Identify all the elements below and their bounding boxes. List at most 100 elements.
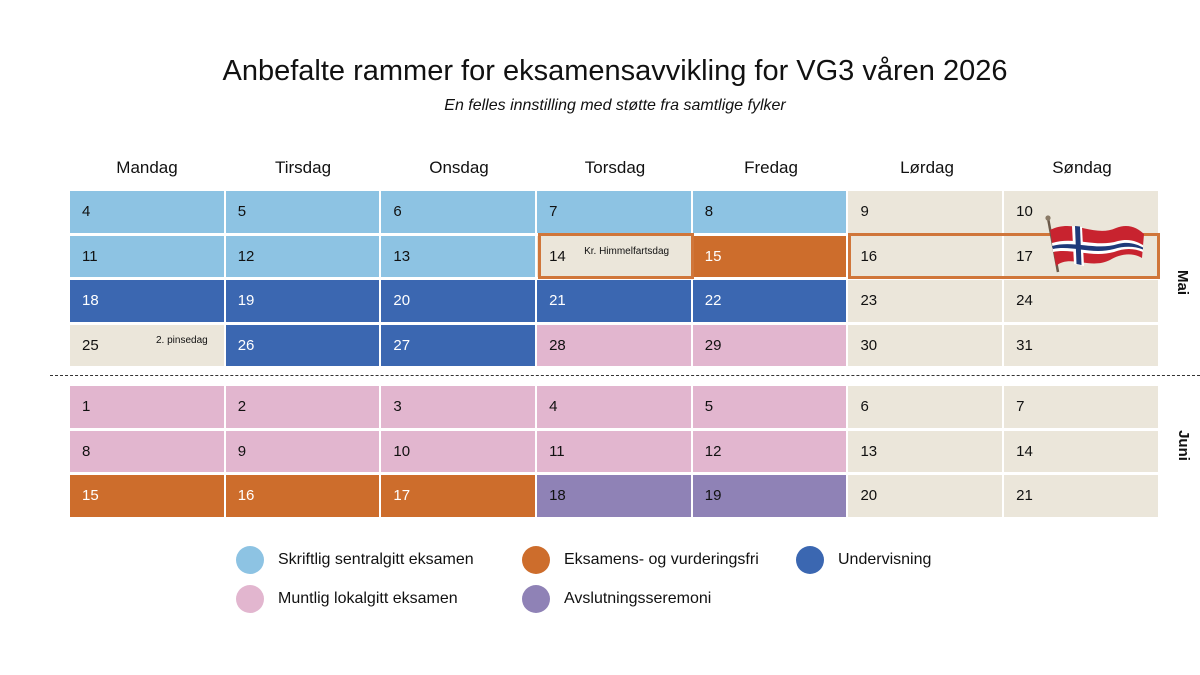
legend-item-oral: Muntlig lokalgitt eksamen (236, 585, 458, 613)
weekday-header-monday: Mandag (116, 158, 178, 177)
day-number: 14 (1016, 442, 1033, 460)
legend-label: Skriftlig sentralgitt eksamen (278, 551, 474, 568)
day-number: 11 (82, 247, 98, 265)
day-number: 23 (860, 292, 878, 310)
day-number: 13 (860, 442, 878, 460)
day-number: 20 (860, 487, 878, 505)
day-number: 21 (1016, 487, 1033, 505)
day-number: 19 (237, 292, 255, 310)
day-cell: 10 (381, 430, 536, 472)
day-cell: 12 (692, 430, 847, 472)
day-cell: 3 (381, 386, 536, 428)
day-number: 18 (549, 487, 566, 505)
day-cell: 18 (537, 475, 691, 517)
legend-dot-orange (522, 546, 550, 574)
day-cell: 15 (70, 475, 224, 517)
day-cell: 4 (537, 386, 691, 428)
day-number: 17 (393, 487, 411, 505)
day-cell: 4 (70, 191, 224, 233)
day-number: 26 (237, 336, 255, 354)
day-cell: 20 (848, 475, 1003, 517)
day-number: 2 (237, 398, 247, 416)
day-cell: 16 (225, 475, 380, 517)
day-cell: 5 (225, 191, 380, 233)
day-cell: 18 (70, 280, 224, 322)
day-cell: 5 (692, 386, 847, 428)
day-cell: 6 (848, 386, 1003, 428)
weekday-header-sunday: Søndag (1052, 158, 1112, 177)
day-number: 14 (549, 247, 566, 265)
day-cell: 10 (1004, 191, 1158, 233)
day-number: 8 (82, 442, 91, 460)
day-cell: 17 (381, 475, 536, 517)
day-cell: 9 (225, 430, 380, 472)
day-number: 27 (393, 336, 411, 354)
page-subtitle: En felles innstilling med støtte fra sam… (444, 97, 786, 114)
day-number: 9 (237, 442, 247, 460)
day-number: 15 (82, 487, 99, 505)
day-number: 31 (1016, 336, 1033, 354)
day-cell: 7 (1004, 386, 1158, 428)
may-calendar-grid: 4 5 6 7 8 9 10 11 12 13 14 Kr. Himmelfar… (70, 191, 1160, 366)
day-number: 12 (704, 442, 722, 460)
legend-dot-purple (522, 585, 550, 613)
day-cell: 24 (1004, 280, 1158, 322)
day-number: 8 (704, 203, 714, 221)
weekday-header-tuesday: Tirsdag (274, 158, 332, 177)
day-cell: 1 (70, 386, 224, 428)
day-number: 4 (549, 398, 558, 416)
day-number: 29 (704, 336, 722, 354)
holiday-note-whit-monday: 2. pinsedag (156, 334, 208, 346)
day-number: 5 (704, 398, 714, 416)
day-cell-ascension: 14 Kr. Himmelfartsdag (537, 235, 691, 277)
legend-dot-pink (236, 585, 264, 613)
day-cell: 23 (848, 280, 1003, 322)
day-cell: 31 (1004, 324, 1158, 366)
day-cell: 19 (692, 475, 847, 517)
day-number: 9 (860, 203, 869, 221)
day-cell: 29 (692, 324, 847, 366)
flag-cross-horizontal-blue (1052, 242, 1143, 251)
legend-item-ceremony: Avslutningsseremoni (522, 585, 711, 613)
legend-item-teaching: Undervisning (796, 546, 931, 574)
day-cell: 11 (70, 235, 224, 277)
weekday-header-friday: Fredag (744, 158, 798, 177)
day-number: 20 (393, 292, 411, 310)
day-cell: 7 (537, 191, 691, 233)
weekday-header-thursday: Torsdag (584, 158, 646, 177)
day-number: 10 (1016, 203, 1033, 221)
day-cell: 27 (381, 324, 536, 366)
month-divider (50, 375, 1200, 376)
day-number: 1 (82, 398, 91, 416)
weekday-header-wednesday: Onsdag (429, 158, 489, 177)
day-number: 17 (1016, 247, 1033, 265)
day-number: 10 (393, 442, 411, 460)
day-cell: 21 (1004, 475, 1158, 517)
day-cell: 22 (692, 280, 847, 322)
day-cell: 9 (848, 191, 1003, 233)
day-number: 25 (82, 336, 99, 354)
month-label-may: Mai (1174, 269, 1192, 296)
legend-label: Muntlig lokalgitt eksamen (278, 590, 458, 607)
legend-dot-light-blue (236, 546, 264, 574)
day-number: 19 (704, 487, 722, 505)
day-number: 3 (393, 398, 402, 416)
day-number: 5 (237, 203, 247, 221)
day-number: 28 (549, 336, 566, 354)
day-number: 7 (549, 203, 558, 221)
day-cell: 8 (692, 191, 847, 233)
day-number: 6 (393, 203, 402, 221)
june-calendar-grid: 1 2 3 4 5 6 7 8 9 10 11 12 13 14 15 16 1… (70, 386, 1160, 517)
day-cell: 26 (225, 324, 380, 366)
day-number: 6 (860, 398, 869, 416)
norwegian-flag-icon (1045, 215, 1144, 273)
day-number: 22 (704, 292, 722, 310)
day-cell: 21 (537, 280, 691, 322)
legend-dot-dark-blue (796, 546, 824, 574)
weekday-header-saturday: Lørdag (900, 158, 954, 177)
day-cell: 11 (537, 430, 691, 472)
day-number: 7 (1016, 398, 1025, 416)
flag-pole-knob (1045, 215, 1051, 221)
month-label-june: Juni (1174, 430, 1192, 461)
day-number: 13 (393, 247, 411, 265)
